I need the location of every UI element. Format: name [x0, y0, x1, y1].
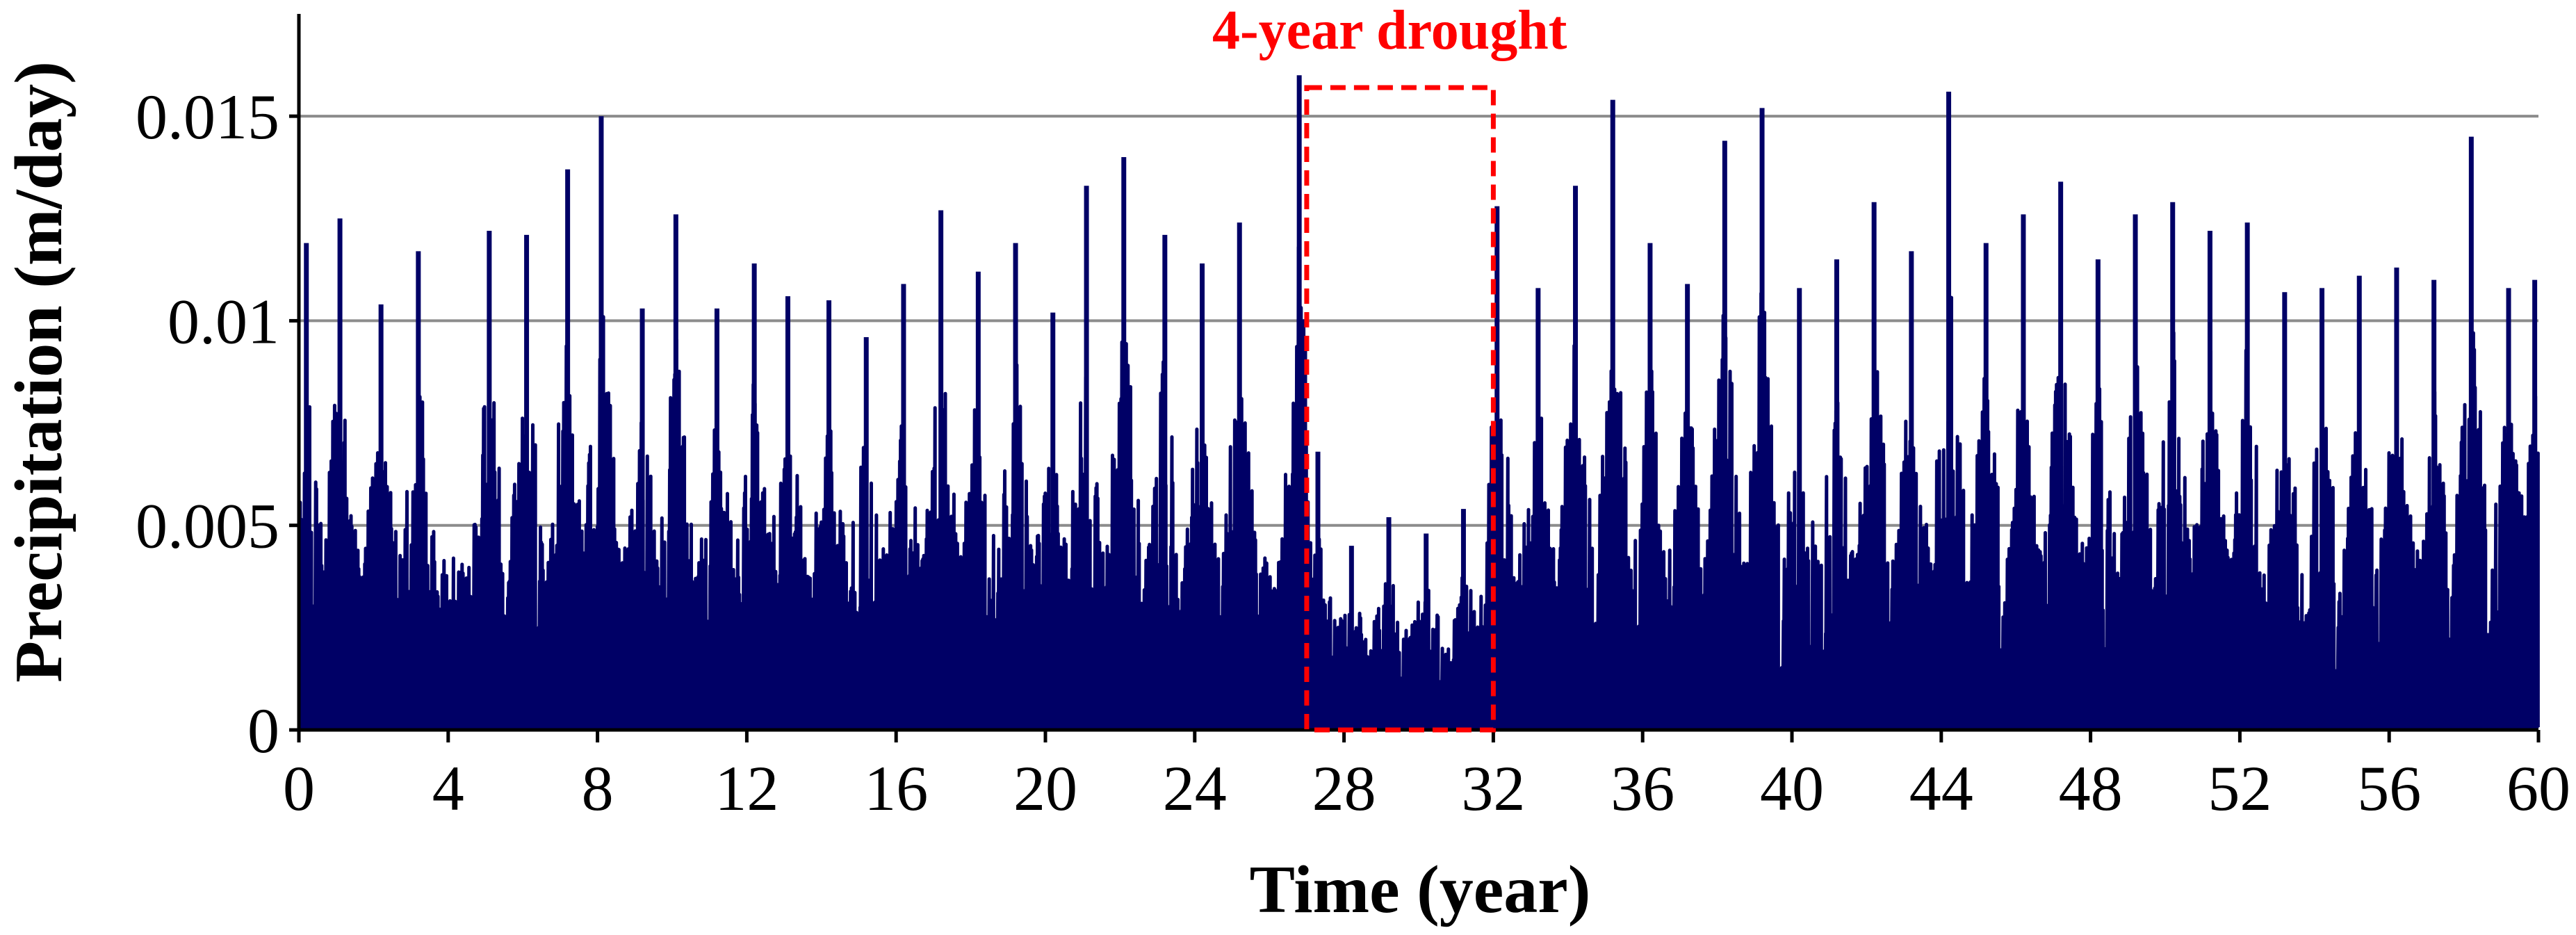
x-tick-label: 16 — [864, 753, 928, 824]
x-tick-label: 44 — [1909, 753, 1973, 824]
x-tick-label: 8 — [582, 753, 614, 824]
drought-label: 4-year drought — [1212, 0, 1567, 61]
x-tick-label: 24 — [1163, 753, 1227, 824]
precipitation-series — [297, 75, 2540, 731]
x-axis-title: Time (year) — [1250, 852, 1591, 927]
x-tick-label: 48 — [2059, 753, 2123, 824]
x-tick-label: 56 — [2357, 753, 2421, 824]
y-tick-label: 0.01 — [168, 286, 279, 357]
x-tick-label: 52 — [2208, 753, 2272, 824]
y-tick-labels: 0 0.005 0.01 0.015 — [136, 81, 279, 766]
x-tick-label: 4 — [432, 753, 464, 824]
x-tick-label: 20 — [1013, 753, 1077, 824]
x-tick-label: 36 — [1611, 753, 1674, 824]
x-tick-label: 32 — [1461, 753, 1525, 824]
y-tick-label: 0.005 — [136, 491, 279, 562]
x-tick-label: 28 — [1312, 753, 1376, 824]
drought-box — [1304, 85, 1496, 733]
y-tick-label: 0 — [247, 695, 279, 766]
x-tick-label: 12 — [715, 753, 778, 824]
x-tick-label: 0 — [283, 753, 315, 824]
drought-annotation: 4-year drought — [1212, 0, 1567, 733]
x-tick-label: 60 — [2506, 753, 2570, 824]
x-tick-labels: 0 4 8 12 16 20 24 28 32 36 40 44 48 52 56 60 — [283, 753, 2570, 824]
y-tick-label: 0.015 — [136, 81, 279, 152]
series-line — [297, 245, 2540, 731]
x-tick-label: 40 — [1760, 753, 1824, 824]
y-axis-title: Precipitation (m/day) — [1, 61, 76, 683]
